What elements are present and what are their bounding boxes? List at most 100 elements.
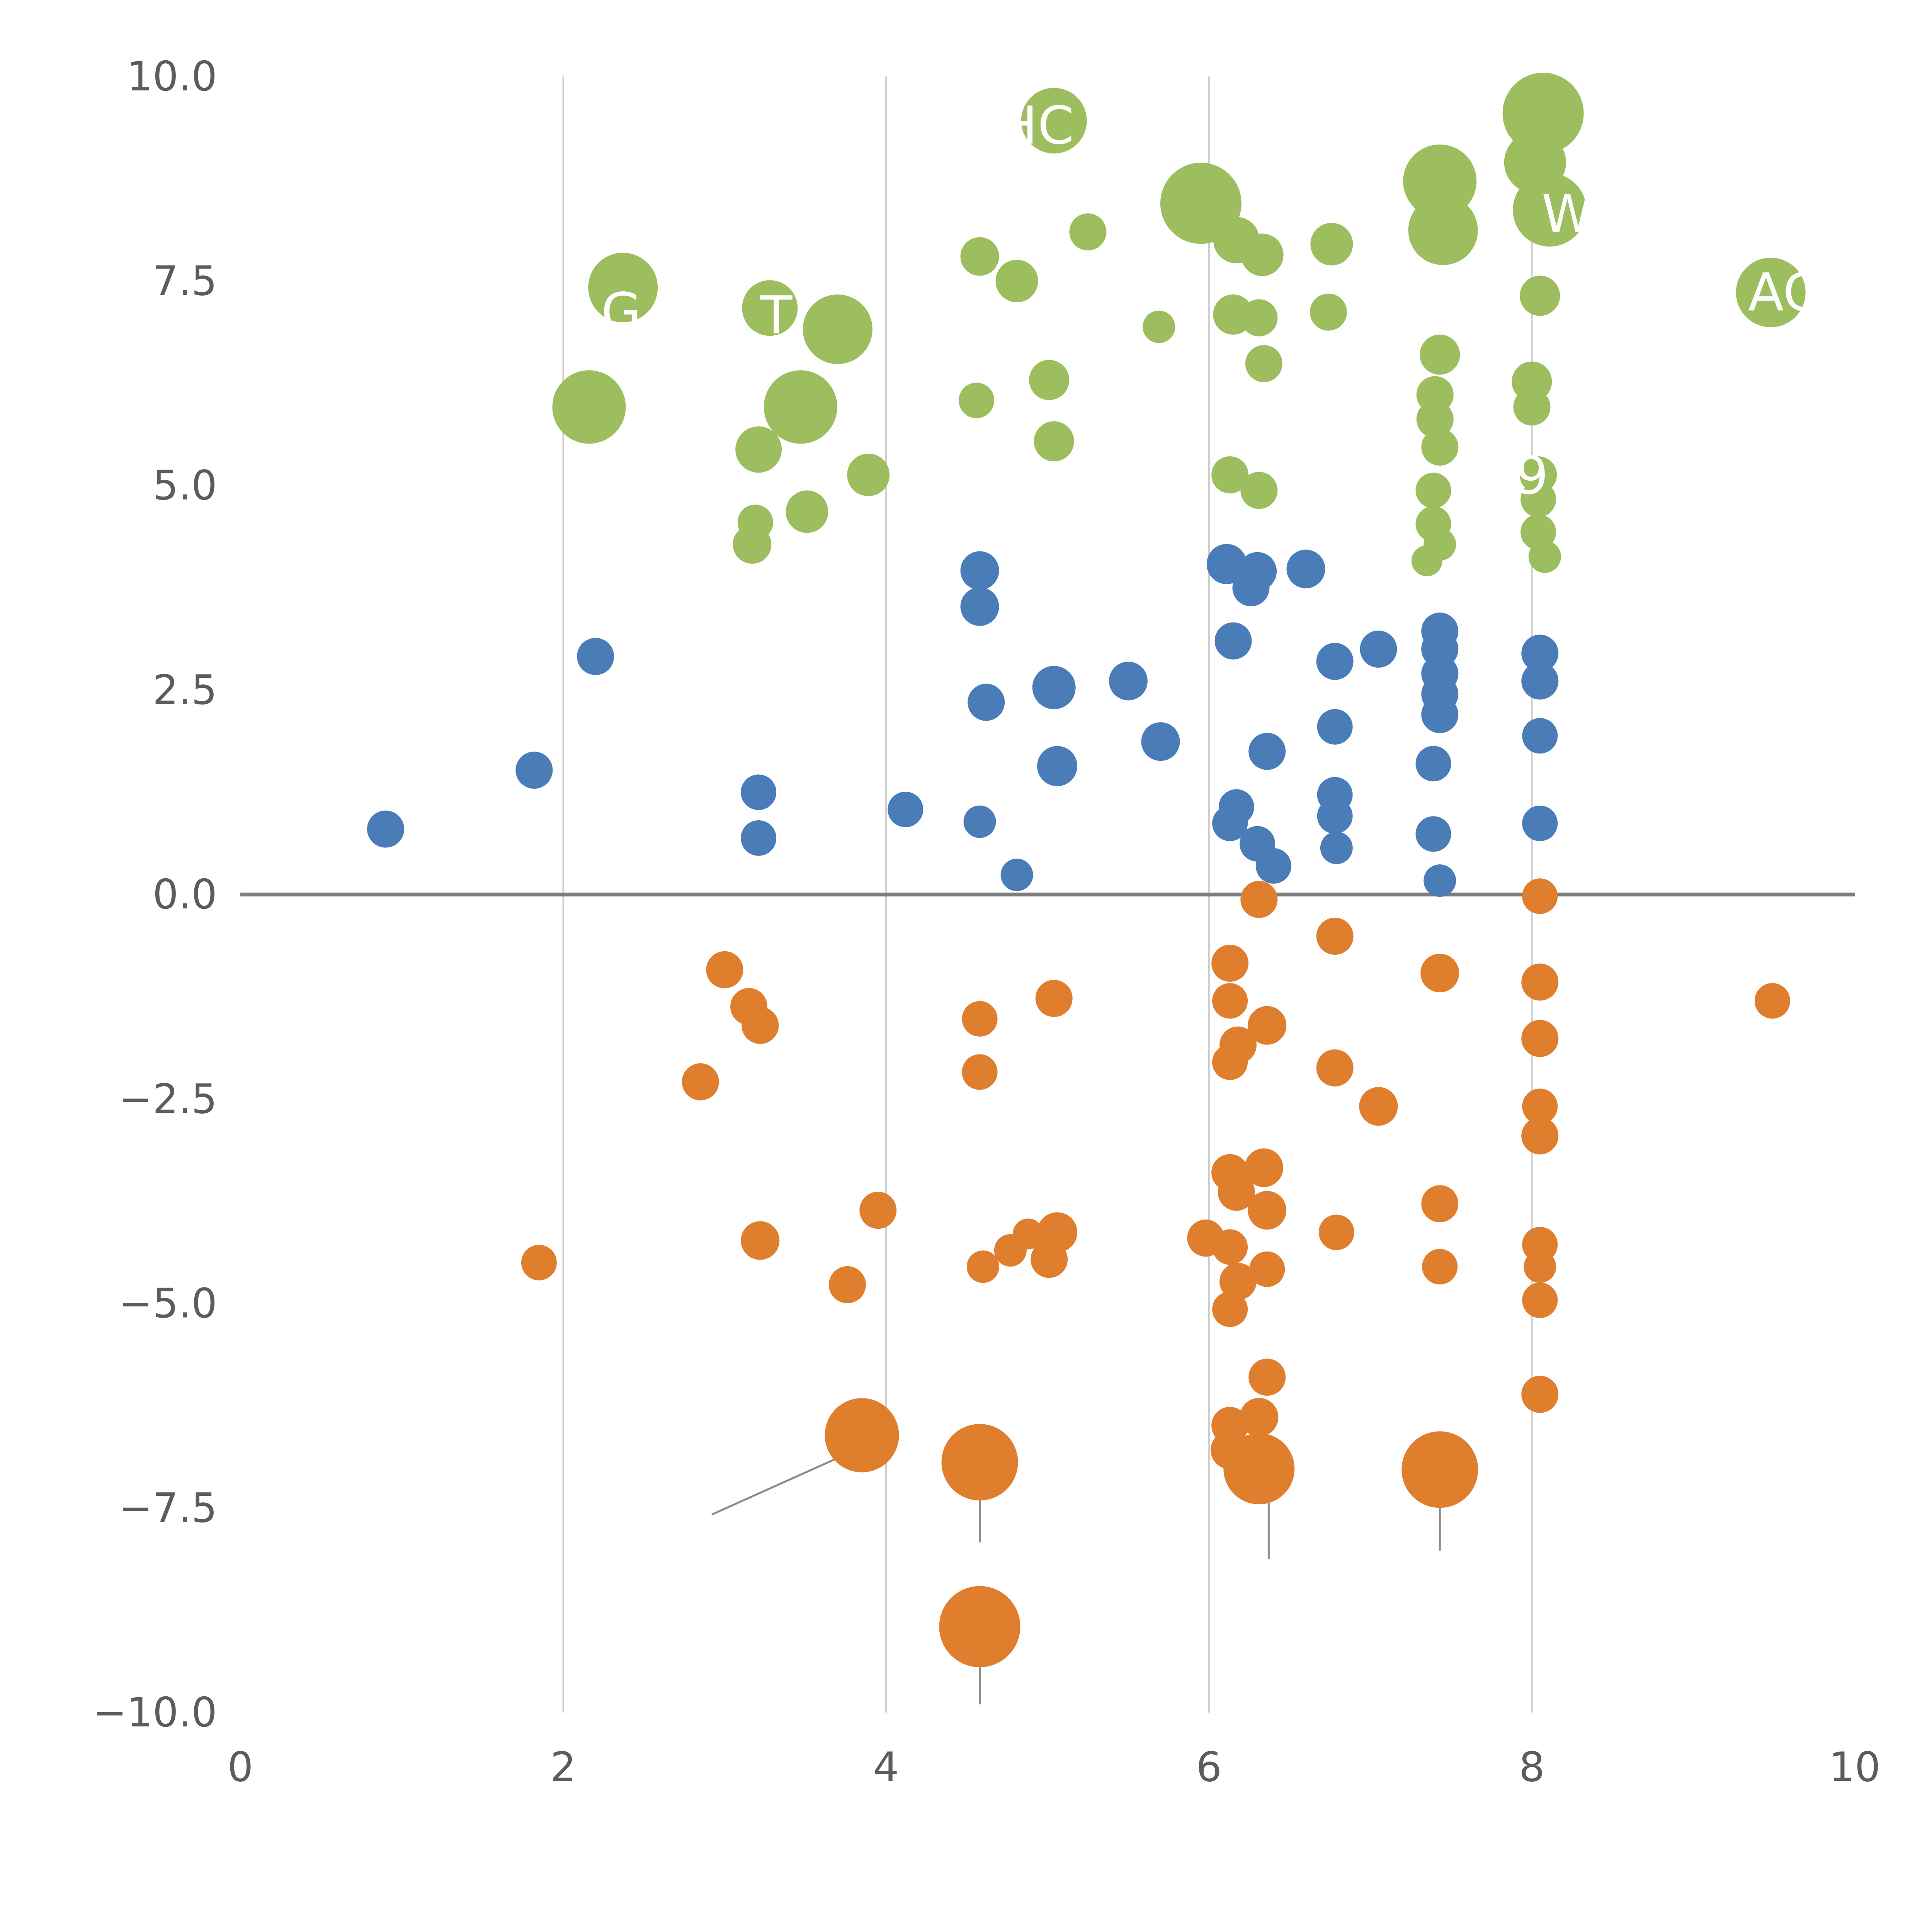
scatter-point-blue-series (1423, 864, 1456, 897)
scatter-point-green-series (1310, 223, 1353, 265)
scatter-point-orange-series (1244, 1148, 1283, 1187)
scatter-point-blue-series (1109, 662, 1148, 701)
scatter-point-orange-series (1240, 1398, 1279, 1437)
scatter-point-orange-series (1521, 1117, 1559, 1155)
scatter-point-blue-series (1032, 666, 1076, 709)
scatter-point-orange-series (1223, 1433, 1295, 1505)
scatter-point-green-series (1029, 360, 1070, 400)
scatter-point-orange-series (962, 1001, 998, 1037)
x-tick-label: 10 (1829, 1744, 1881, 1791)
point-label: HC (998, 95, 1074, 156)
scatter-point-blue-series (577, 638, 614, 675)
y-tick-label: −7.5 (119, 1485, 217, 1532)
scatter-point-blue-series (515, 752, 553, 789)
scatter-point-green-series (552, 370, 626, 444)
scatter-point-orange-series (682, 1063, 719, 1100)
scatter-point-green-series (1520, 276, 1560, 316)
scatter-point-green-series (1420, 334, 1460, 375)
scatter-point-orange-series (859, 1192, 897, 1229)
scatter-point-green-series (1736, 257, 1806, 327)
scatter-point-blue-series (1232, 569, 1270, 607)
scatter-point-orange-series (1401, 1431, 1478, 1508)
scatter-point-orange-series (1421, 1185, 1459, 1223)
scatter-point-blue-series (1522, 718, 1558, 754)
scatter-point-blue-series (1421, 696, 1459, 733)
scatter-point-green-series (1245, 345, 1282, 383)
scatter-point-orange-series (741, 1221, 780, 1260)
scatter-point-green-series (1421, 429, 1459, 466)
scatter-point-green-series (588, 253, 658, 323)
scatter-point-green-series (1211, 456, 1249, 493)
scatter-point-blue-series (1255, 848, 1291, 884)
scatter-point-green-series (735, 426, 782, 473)
y-tick-label: 2.5 (153, 667, 217, 714)
scatter-point-orange-series (939, 1586, 1020, 1667)
x-tick-label: 8 (1519, 1744, 1545, 1791)
scatter-point-blue-series (1415, 746, 1451, 782)
scatter-point-orange-series (1524, 1250, 1556, 1283)
point-label: G (601, 282, 642, 342)
scatter-point-blue-series (1141, 722, 1180, 761)
scatter-point-green-series (1513, 388, 1551, 426)
scatter-point-green-series (1069, 213, 1107, 251)
scatter-point-blue-series (1248, 733, 1286, 770)
scatter-point-blue-series (1521, 662, 1559, 700)
scatter-point-green-series (1415, 473, 1451, 509)
scatter-point-blue-series (741, 820, 777, 856)
scatter-point-green-series (960, 237, 999, 276)
annotation-leader-line (711, 1450, 854, 1515)
scatter-point-orange-series (1248, 1359, 1286, 1396)
scatter-point-blue-series (963, 805, 996, 838)
scatter-point-orange-series (1522, 878, 1558, 914)
scatter-point-green-series (737, 504, 773, 540)
x-tick-label: 0 (228, 1744, 253, 1791)
scatter-point-orange-series (1522, 1088, 1558, 1124)
scatter-point-orange-series (1420, 954, 1459, 993)
scatter-point-orange-series (1212, 1229, 1248, 1265)
y-tick-label: 0.0 (153, 871, 217, 918)
scatter-point-blue-series (1037, 746, 1078, 786)
scatter-point-orange-series (1240, 881, 1278, 918)
scatter-point-green-series (1408, 195, 1478, 265)
scatter-point-orange-series (966, 1250, 999, 1283)
scatter-point-orange-series (1521, 1376, 1559, 1413)
scatter-point-green-series (959, 383, 995, 418)
scatter-point-orange-series (742, 1007, 779, 1044)
scatter-point-blue-series (1000, 859, 1033, 891)
scatter-point-blue-series (1286, 549, 1325, 588)
y-tick-label: 7.5 (153, 257, 217, 304)
scatter-point-green-series (995, 260, 1038, 303)
scatter-point-blue-series (1206, 544, 1247, 584)
scatter-point-orange-series (1012, 1218, 1044, 1250)
scatter-point-green-series (1528, 540, 1561, 573)
scatter-point-blue-series (1360, 630, 1397, 668)
scatter-point-blue-series (1317, 709, 1353, 745)
scatter-point-blue-series (1214, 622, 1252, 660)
scatter-point-green-series (1502, 73, 1584, 154)
scatter-point-orange-series (1248, 1191, 1287, 1230)
scatter-point-orange-series (1212, 983, 1248, 1019)
scatter-point-blue-series (1317, 798, 1353, 834)
scatter-point-orange-series (941, 1424, 1018, 1501)
scatter-point-orange-series (1212, 1291, 1248, 1327)
y-tick-label: 5.0 (153, 462, 217, 509)
scatter-point-orange-series (1316, 1049, 1354, 1087)
scatter-point-green-series (1520, 456, 1557, 493)
scatter-point-blue-series (367, 810, 405, 848)
scatter-point-green-series (1143, 310, 1175, 343)
scatter-point-orange-series (1522, 1282, 1558, 1318)
scatter-point-orange-series (1248, 1006, 1287, 1045)
scatter-point-green-series (1034, 421, 1074, 462)
x-tick-label: 2 (550, 1744, 576, 1791)
scatter-point-blue-series (1320, 832, 1353, 864)
x-tick-label: 6 (1196, 1744, 1222, 1791)
x-tick-label: 4 (873, 1744, 899, 1791)
scatter-point-orange-series (828, 1266, 866, 1303)
scatter-point-orange-series (1212, 1044, 1248, 1080)
scatter-point-orange-series (1031, 1241, 1068, 1278)
scatter-point-orange-series (1218, 1173, 1255, 1211)
scatter-point-orange-series (1318, 1214, 1354, 1250)
scatter-point-orange-series (1521, 963, 1559, 1001)
scatter-point-orange-series (1316, 917, 1354, 955)
scatter-point-green-series (742, 280, 798, 336)
